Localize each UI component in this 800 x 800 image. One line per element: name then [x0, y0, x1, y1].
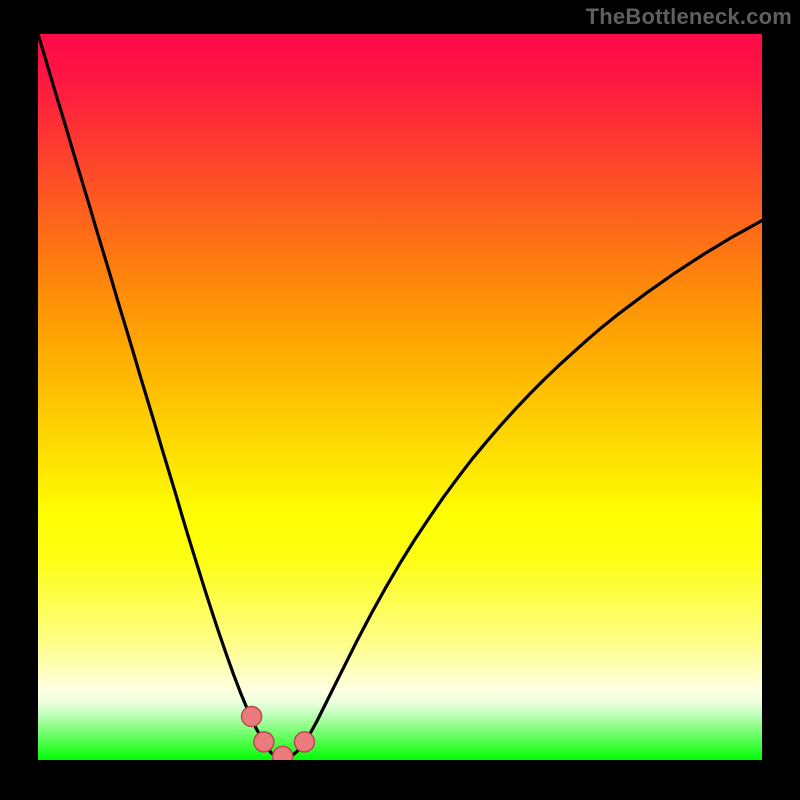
chart-canvas: TheBottleneck.com	[0, 0, 800, 800]
curve-marker	[294, 732, 314, 752]
watermark-label: TheBottleneck.com	[586, 4, 792, 30]
curve-marker	[273, 746, 293, 760]
plot-svg	[38, 34, 762, 760]
plot-area	[38, 34, 762, 760]
curve-marker	[254, 732, 274, 752]
curve-marker	[242, 706, 262, 726]
